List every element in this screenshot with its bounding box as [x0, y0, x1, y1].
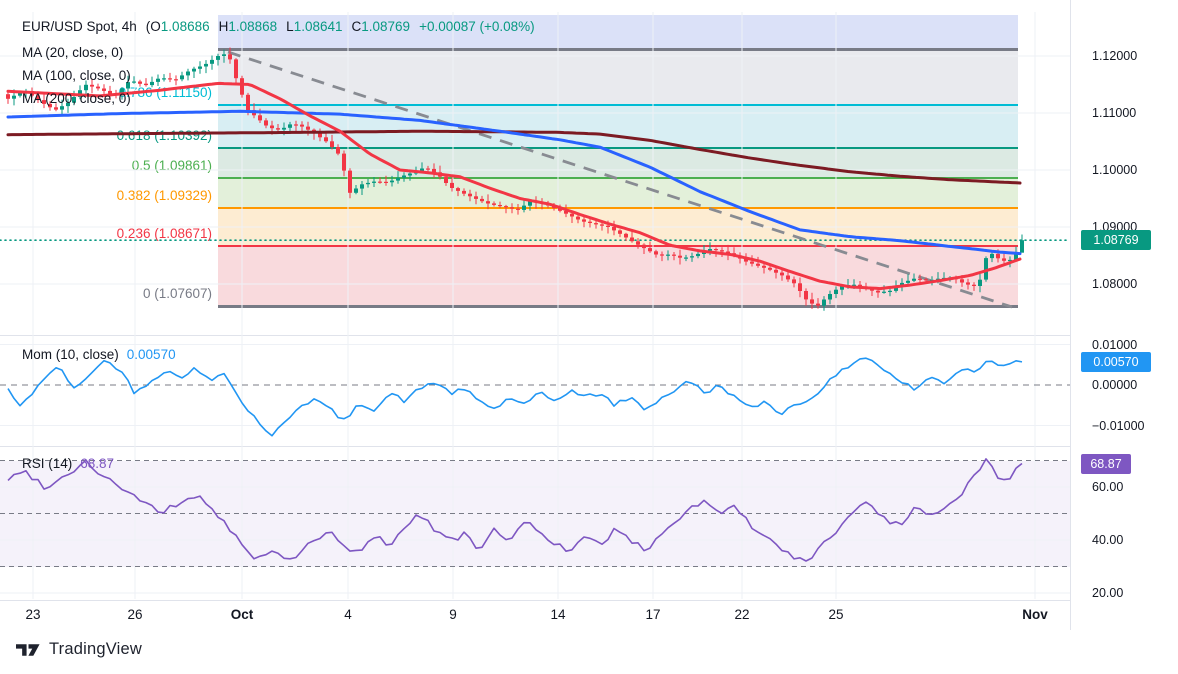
- tradingview-logo-icon: [16, 643, 40, 656]
- rsi-value: 68.87: [80, 456, 115, 471]
- momentum-badge: 0.00570: [1081, 351, 1151, 372]
- pane-separator: [0, 446, 1178, 447]
- fib-band: [218, 49, 1018, 105]
- fib-line: [218, 47, 1018, 51]
- indicator-legend-rsi[interactable]: RSI (14) 68.87: [22, 456, 114, 471]
- time-tick: 4: [344, 607, 352, 622]
- ohlc-low: L1.08641: [286, 19, 343, 34]
- momentum-tick: 0.00000: [1092, 378, 1138, 392]
- fib-line: [218, 244, 1018, 247]
- price-scale-border: [1070, 0, 1071, 630]
- fib-label-0618: 0.618 (1.10392): [116, 127, 212, 143]
- symbol-title: EUR/USD Spot, 4h: [22, 19, 137, 34]
- time-tick: Nov: [1022, 607, 1048, 622]
- rsi-tick: 40.00: [1092, 533, 1124, 547]
- time-tick: 22: [734, 607, 750, 622]
- change-value: +0.00087 (+0.08%): [419, 19, 535, 34]
- indicator-legend-ma20[interactable]: MA (20, close, 0): [22, 45, 124, 60]
- rsi-tick: 60.00: [1092, 480, 1124, 494]
- fib-line: [218, 176, 1018, 179]
- fib-zones-layer: [218, 15, 1018, 308]
- fib-label-0: 0 (1.07607): [142, 286, 212, 302]
- momentum-tick: 0.01000: [1092, 337, 1138, 352]
- tradingview-logo-text: TradingView: [49, 640, 142, 658]
- ohlc-high: H1.08868: [218, 19, 278, 34]
- time-tick: 17: [645, 607, 661, 622]
- momentum-value: 0.00570: [126, 347, 176, 362]
- price-badge: 1.08769: [1081, 230, 1151, 251]
- rsi-badge: 68.87: [1081, 453, 1131, 474]
- ohlc-close: C1.08769: [351, 19, 411, 34]
- price-legend: EUR/USD Spot, 4h (O1.08686 H1.08868 L1.0…: [22, 18, 535, 36]
- ohlc-open: (O1.08686: [145, 19, 210, 34]
- price-tick: 1.08000: [1092, 277, 1138, 291]
- time-tick: 14: [550, 607, 566, 622]
- time-tick: 25: [828, 607, 844, 622]
- price-tick: 1.10000: [1092, 163, 1138, 177]
- rsi-label: RSI (14): [22, 456, 73, 471]
- indicator-legend-ma100[interactable]: MA (100, close, 0): [22, 68, 131, 83]
- time-tick: 23: [25, 607, 41, 622]
- price-tick: 1.11000: [1092, 106, 1137, 120]
- pane-separator: [0, 335, 1178, 336]
- tradingview-logo[interactable]: TradingView: [16, 640, 142, 659]
- time-tick: 26: [127, 607, 143, 622]
- indicator-legend-momentum[interactable]: Mom (10, close) 0.00570: [22, 347, 176, 362]
- momentum-tick: −0.01000: [1092, 418, 1145, 433]
- momentum-label: Mom (10, close): [22, 347, 119, 362]
- fib-line: [218, 103, 1018, 106]
- fib-band: [218, 15, 1018, 50]
- indicator-legend-ma200[interactable]: MA (200, close, 0): [22, 91, 131, 106]
- right-price-scale[interactable]: 1.12000 1.11000 1.10000 1.09000 1.08000 0.010…: [1071, 0, 1178, 630]
- pane-separator: [0, 600, 1178, 601]
- time-tick: 9: [449, 607, 457, 622]
- rsi-tick: 20.00: [1092, 586, 1124, 600]
- fib-line: [218, 146, 1018, 149]
- symbol-legend-row[interactable]: EUR/USD Spot, 4h (O1.08686 H1.08868 L1.0…: [22, 18, 535, 36]
- fib-line: [218, 304, 1018, 308]
- time-scale[interactable]: 23 26 Oct 4 9 14 17 22 25 Nov: [0, 603, 1070, 629]
- time-tick: Oct: [230, 607, 254, 622]
- fib-label-0236: 0.236 (1.08671): [116, 225, 212, 241]
- fib-line: [218, 207, 1018, 210]
- chart-canvas[interactable]: [0, 0, 1070, 600]
- fib-band: [218, 245, 1018, 307]
- price-tick: 1.12000: [1092, 49, 1138, 63]
- fib-label-0382: 0.382 (1.09329): [116, 188, 212, 204]
- fib-label-05: 0.5 (1.09861): [131, 157, 212, 173]
